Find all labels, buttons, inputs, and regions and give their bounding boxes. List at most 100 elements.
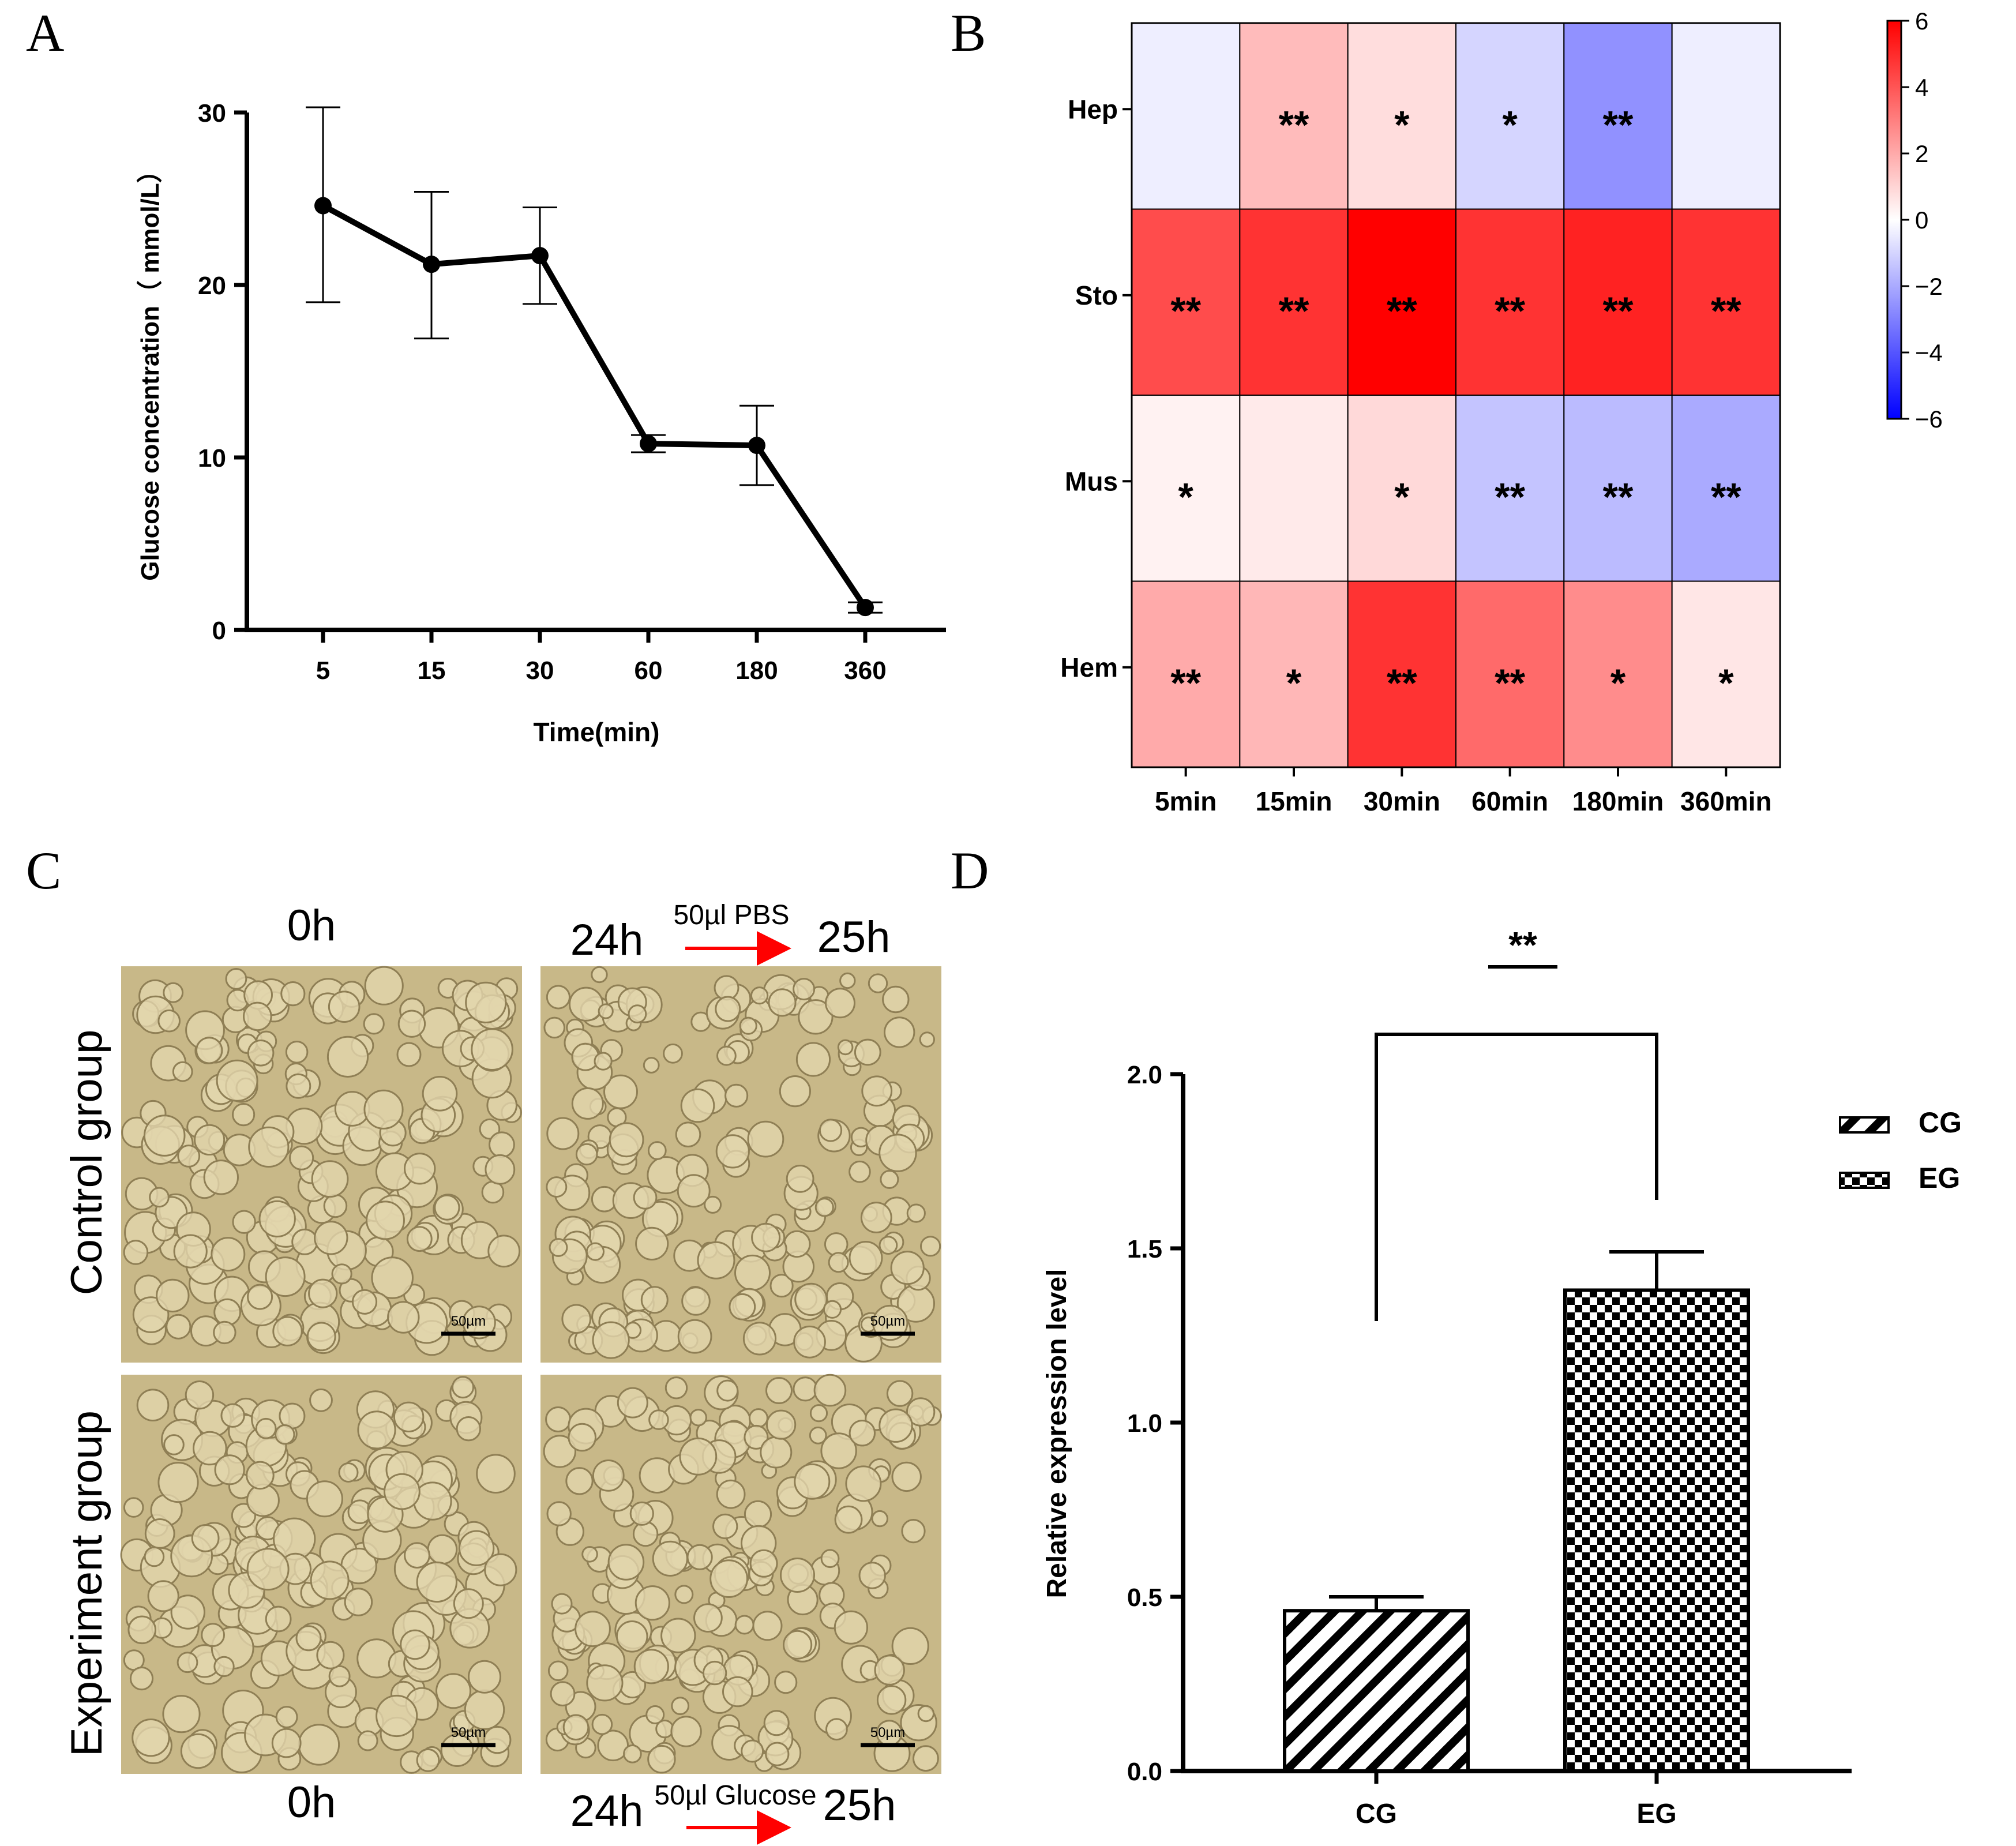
cell-spheroid	[671, 1697, 690, 1716]
a-x-tick-label: 15	[418, 656, 446, 685]
cell-spheroid	[489, 1131, 515, 1158]
cell-spheroid	[306, 1322, 336, 1352]
cell-spheroid	[635, 1585, 670, 1621]
b-row-label: Hep	[1068, 94, 1118, 124]
b-significance-mark: **	[1603, 289, 1634, 333]
cell-spheroid	[722, 1676, 753, 1708]
c-row-label-control: Control group	[62, 1030, 111, 1296]
d-legend-swatch	[1839, 1172, 1890, 1189]
scale-bar-label: 50µm	[451, 1725, 486, 1740]
a-y-tick-label: 20	[198, 272, 226, 300]
cell-spheroid	[891, 1627, 929, 1665]
cell-spheroid	[464, 1689, 505, 1730]
cell-spheroid	[581, 1546, 598, 1563]
micrograph-experiment-25h: 50µm	[540, 1374, 942, 1774]
cell-spheroid	[783, 1630, 813, 1660]
b-heatmap-cell	[1239, 22, 1349, 210]
b-colorbar-tick-label: −6	[1915, 406, 1943, 433]
cell-spheroid	[180, 1733, 216, 1769]
cell-spheroid	[648, 1409, 669, 1430]
cell-spheroid	[814, 1198, 834, 1217]
cell-spheroid	[144, 1546, 165, 1567]
a-y-axis-label: Glucose concentration（ mmol/L）	[136, 157, 164, 580]
b-col-label: 60min	[1471, 786, 1548, 816]
b-significance-mark: *	[1718, 661, 1734, 705]
b-significance-mark: *	[1394, 103, 1410, 147]
a-data-point	[314, 197, 332, 215]
cell-spheroid	[615, 1620, 648, 1653]
cell-spheroid	[351, 1289, 378, 1315]
cell-spheroid	[393, 1401, 425, 1433]
d-y-tick-label: 1.0	[1127, 1409, 1162, 1438]
cell-spheroid	[712, 1513, 738, 1540]
b-significance-mark: *	[1610, 661, 1626, 705]
a-y-tick-label: 10	[198, 444, 226, 472]
cell-spheroid	[163, 982, 184, 1003]
cell-spheroid	[213, 1656, 235, 1678]
cell-spheroid	[384, 1473, 421, 1510]
d-x-tick-label: EG	[1636, 1799, 1676, 1829]
cell-spheroid	[837, 1039, 854, 1056]
cell-spheroid	[271, 1728, 302, 1758]
b-colorbar-tick-label: 6	[1915, 7, 1928, 35]
cell-spheroid	[396, 1042, 422, 1067]
panel-letter-d: D	[951, 841, 989, 900]
cell-spheroid	[163, 1434, 185, 1455]
b-colorbar-tick-label: 0	[1915, 207, 1928, 234]
cell-spheroid	[434, 1194, 460, 1221]
cell-spheroid	[323, 1194, 348, 1218]
cell-spheroid	[546, 985, 571, 1010]
b-significance-mark: **	[1711, 289, 1741, 333]
cell-spheroid	[824, 1232, 849, 1256]
a-x-axis-label: Time(min)	[534, 717, 660, 747]
cell-spheroid	[232, 1210, 256, 1234]
b-heatmap-cell	[1239, 208, 1349, 396]
cell-spheroid	[794, 1463, 831, 1500]
cell-spheroid	[149, 1187, 170, 1208]
cell-spheroid	[845, 1465, 882, 1502]
cell-spheroid	[280, 981, 306, 1007]
cell-spheroid	[549, 1238, 568, 1257]
cell-spheroid	[716, 1379, 739, 1402]
cell-spheroid	[286, 1073, 311, 1099]
cell-spheroid	[871, 1510, 889, 1528]
d-bar-cg	[1283, 1609, 1470, 1773]
cell-spheroid	[795, 1042, 831, 1077]
cell-spheroid	[309, 1388, 333, 1412]
cell-spheroid	[820, 1432, 857, 1469]
b-heatmap-cell	[1671, 580, 1781, 768]
d-y-tick-label: 0.0	[1127, 1758, 1162, 1786]
cell-spheroid	[794, 1282, 828, 1316]
cell-spheroid	[739, 1016, 757, 1035]
b-row-label: Mus	[1065, 466, 1118, 496]
d-legend-label: EG	[1919, 1162, 1960, 1194]
cell-spheroid	[225, 968, 247, 990]
cell-spheroid	[645, 1705, 665, 1724]
cell-spheroid	[715, 996, 741, 1022]
cell-spheroid	[849, 1420, 876, 1447]
cell-spheroid	[156, 1278, 190, 1313]
cell-spheroid	[232, 1103, 256, 1127]
scale-bar-label: 50µm	[451, 1314, 486, 1329]
cell-spheroid	[194, 1124, 226, 1156]
cell-spheroid	[825, 1718, 848, 1741]
a-x-tick-label: 360	[844, 656, 886, 685]
b-col-label: 30min	[1364, 786, 1440, 816]
b-col-label: 180min	[1572, 786, 1664, 816]
cell-spheroid	[809, 1426, 827, 1444]
cell-spheroid	[729, 1293, 756, 1320]
cell-spheroid	[400, 1629, 430, 1660]
cell-spheroid	[147, 1580, 179, 1612]
cell-spheroid	[487, 1235, 521, 1268]
cell-spheroid	[716, 1479, 746, 1509]
panel-a-line-chart: 0 10 20 30 5 15 30 60 180 360 Time(min) Glucose …	[136, 99, 946, 747]
cell-spheroid	[546, 1501, 572, 1526]
cell-spheroid	[607, 1544, 645, 1581]
b-col-label: 360min	[1680, 786, 1772, 816]
cell-spheroid	[748, 1408, 768, 1428]
cell-spheroid	[592, 1321, 630, 1359]
micrograph-control-0h: 50µm	[121, 966, 522, 1363]
panel-b-heatmap: ** * * **** ** ** ** ** *** * ** ** **** * ** ** * * HepS…	[1060, 7, 1943, 816]
b-heatmap-cell	[1347, 395, 1456, 582]
